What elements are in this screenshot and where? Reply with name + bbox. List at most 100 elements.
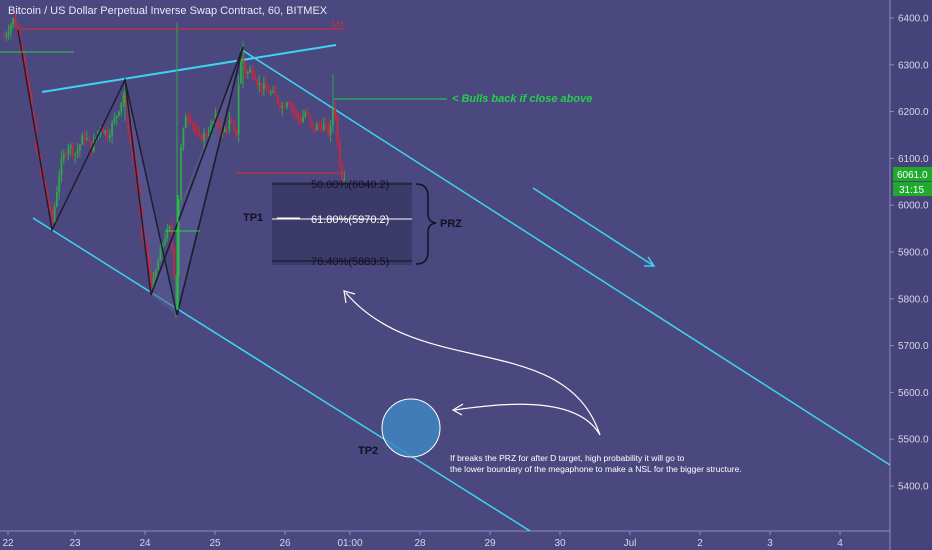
y-tick-label: 5600.0 <box>898 388 929 399</box>
candle-body <box>260 82 263 90</box>
harmonic-leg-2 <box>176 46 244 316</box>
candle-body <box>210 125 212 135</box>
candle-body <box>279 102 281 108</box>
candle-body <box>79 144 81 151</box>
candle-body <box>313 127 316 131</box>
candle-body <box>299 118 302 123</box>
candle-body <box>318 124 320 126</box>
candle-body <box>125 94 127 104</box>
candle-body <box>244 63 247 74</box>
candle-body <box>235 129 238 136</box>
candle-body <box>168 226 171 229</box>
x-tick-label: 2 <box>697 538 703 549</box>
candle-body <box>7 32 10 35</box>
candle-body <box>240 53 242 84</box>
y-tick-label: 5400.0 <box>898 482 929 493</box>
candle-body <box>14 18 17 27</box>
tp2-target-circle <box>381 398 441 458</box>
countdown-label: 31:15 <box>899 185 924 196</box>
candle-body <box>233 122 235 130</box>
candle-body <box>127 103 130 130</box>
harmonic-leg-1 <box>124 79 178 316</box>
candle-body <box>214 112 217 122</box>
candle-body <box>28 81 31 94</box>
candle-body <box>322 123 325 131</box>
y-tick-label: 6300.0 <box>898 60 929 71</box>
candle-body <box>263 83 265 90</box>
candle-body <box>173 248 176 276</box>
candle-body <box>90 140 93 152</box>
candle-body <box>327 124 330 135</box>
candle-body <box>207 134 210 136</box>
candle-body <box>83 135 86 140</box>
y-tick-label: 5500.0 <box>898 435 929 446</box>
candle-body <box>16 26 19 33</box>
candle-body <box>269 92 272 94</box>
candle-body <box>189 118 192 123</box>
y-tick-label: 6200.0 <box>898 107 929 118</box>
last-price-tag <box>893 167 932 181</box>
candle-body <box>320 125 323 131</box>
candle-body <box>274 91 277 96</box>
candle-body <box>106 130 109 139</box>
candle-body <box>72 145 74 155</box>
candle-body <box>129 129 132 143</box>
candle-body <box>5 34 8 37</box>
candle-body <box>184 116 187 129</box>
candle-body <box>267 89 270 94</box>
candle-body <box>336 116 339 142</box>
candle-body <box>62 154 65 159</box>
candle-body <box>219 123 222 133</box>
candle-body <box>223 129 226 132</box>
candle-body <box>304 112 307 117</box>
y-tick-label: 5800.0 <box>898 294 929 305</box>
x-tick-label: 4 <box>837 538 843 549</box>
candle-body <box>152 277 155 289</box>
candle-body <box>12 18 15 25</box>
candle-body <box>92 140 95 152</box>
y-tick-label: 5900.0 <box>898 248 929 259</box>
curved-arrow-up <box>345 292 601 436</box>
candle-body <box>198 133 201 135</box>
candle-body <box>180 147 182 200</box>
candle-body <box>69 145 72 148</box>
candle-body <box>118 111 120 116</box>
candle-body <box>3 36 5 38</box>
candle-body <box>177 199 180 276</box>
fib-level-label: 61.80%(5970.2) <box>311 214 389 226</box>
candle-body <box>60 158 63 176</box>
candle-body <box>311 121 314 128</box>
curved-arrow-up-head <box>343 290 356 304</box>
candle-body <box>166 228 169 239</box>
channel-lower-line <box>32 217 531 532</box>
candle-body <box>226 129 228 131</box>
candle-body <box>288 102 291 104</box>
candle-body <box>182 128 185 148</box>
candle-body <box>290 103 293 107</box>
x-tick-label: 3 <box>767 538 773 549</box>
candle-body <box>164 238 166 245</box>
candle-body <box>58 175 61 192</box>
fib-level-label: 50.00%(6040.2) <box>311 179 389 191</box>
last-price-label: 6061.0 <box>897 170 928 181</box>
candle-body <box>148 256 150 272</box>
chart-title: Bitcoin / US Dollar Perpetual Inverse Sw… <box>8 5 328 17</box>
candle-body <box>272 91 274 93</box>
y-axis-ticks: 6400.0 6300.0 6200.0 6100.0 6000.0 5900.0 5800… <box>890 14 929 493</box>
candle-body <box>334 108 337 117</box>
candle-body <box>258 82 261 86</box>
candle-body <box>191 122 194 125</box>
candle-body <box>10 24 12 33</box>
candle-body <box>30 93 33 114</box>
prz-brace <box>415 183 437 265</box>
candle-body <box>159 247 162 261</box>
candle-body <box>306 112 309 114</box>
channel-upper-line <box>241 49 891 466</box>
y-tick-label: 6100.0 <box>898 154 929 165</box>
candle-body <box>329 125 332 135</box>
tp1-label: TP1 <box>243 212 263 224</box>
prz-label: PRZ <box>440 218 462 230</box>
candle-body <box>53 206 56 222</box>
candle-body <box>281 106 284 108</box>
candle-body <box>217 112 219 124</box>
